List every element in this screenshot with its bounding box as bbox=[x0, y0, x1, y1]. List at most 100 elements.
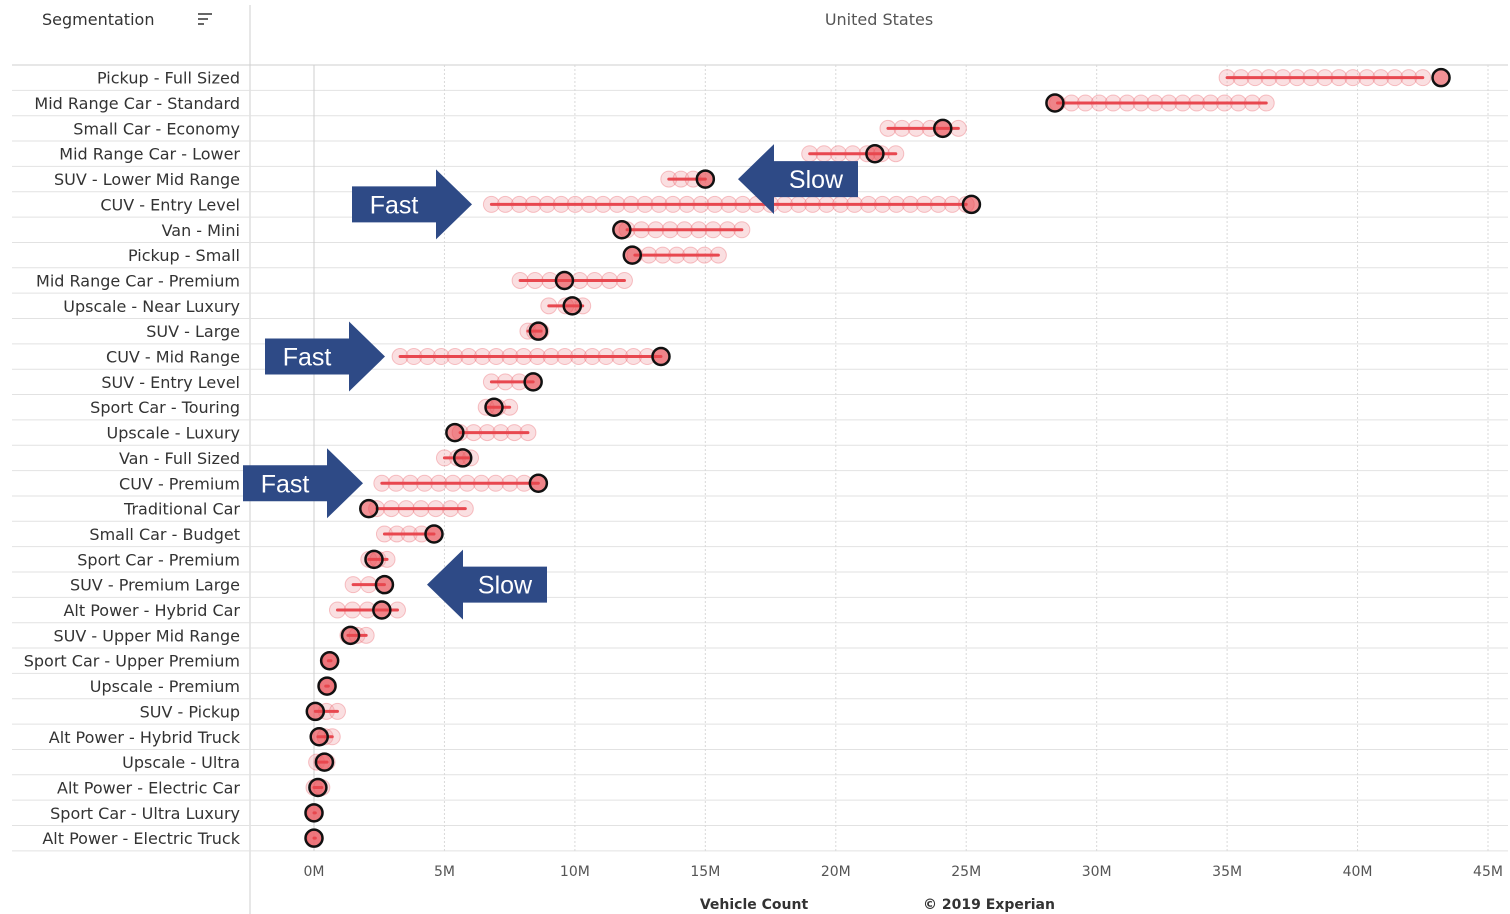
current-marker[interactable] bbox=[961, 194, 982, 215]
trail-point bbox=[580, 195, 598, 213]
trail-point bbox=[832, 195, 850, 213]
current-marker[interactable] bbox=[528, 321, 549, 341]
row-label: Van - Mini bbox=[162, 221, 240, 240]
current-marker[interactable] bbox=[359, 498, 379, 519]
trail-point bbox=[1316, 69, 1334, 87]
current-marker[interactable] bbox=[651, 346, 671, 367]
trail-point bbox=[511, 271, 529, 289]
trail-point bbox=[748, 195, 766, 213]
row-label: Alt Power - Electric Car bbox=[57, 778, 240, 797]
trail-point bbox=[1132, 94, 1150, 112]
current-marker[interactable] bbox=[317, 676, 337, 696]
trail-point bbox=[309, 728, 327, 746]
x-tick-label: 45M bbox=[1473, 864, 1503, 880]
x-tick-label: 30M bbox=[1082, 864, 1112, 880]
current-marker[interactable] bbox=[304, 803, 324, 823]
trail-point bbox=[650, 195, 668, 213]
current-marker[interactable] bbox=[695, 169, 716, 189]
current-marker[interactable] bbox=[932, 118, 953, 139]
trail-point bbox=[638, 348, 656, 366]
trail-point bbox=[611, 348, 629, 366]
trail-point bbox=[540, 297, 558, 315]
current-marker[interactable] bbox=[319, 650, 340, 671]
trail-point bbox=[425, 525, 443, 543]
trail-point bbox=[1218, 69, 1236, 87]
x-axis-title: Vehicle Count bbox=[700, 897, 809, 913]
current-marker[interactable] bbox=[308, 777, 328, 798]
trail-point bbox=[482, 373, 500, 391]
trail-point bbox=[344, 576, 362, 594]
trail-point bbox=[846, 195, 864, 213]
trail-point bbox=[873, 195, 891, 213]
trail-point bbox=[529, 474, 547, 492]
row-label: Small Car - Economy bbox=[73, 119, 240, 138]
current-marker[interactable] bbox=[305, 701, 326, 722]
current-marker[interactable] bbox=[865, 143, 885, 164]
callout-label: Slow bbox=[478, 572, 533, 600]
callout-label: Fast bbox=[261, 470, 310, 498]
trail-point bbox=[556, 271, 574, 289]
trail-point bbox=[1288, 69, 1306, 87]
trail-point bbox=[319, 652, 337, 670]
current-marker[interactable] bbox=[364, 549, 384, 570]
current-marker[interactable] bbox=[1045, 93, 1065, 113]
trail-point bbox=[308, 753, 326, 771]
row-label: SUV - Lower Mid Range bbox=[54, 170, 240, 189]
current-marker[interactable] bbox=[340, 625, 361, 646]
current-marker[interactable] bbox=[612, 220, 632, 240]
current-marker[interactable] bbox=[452, 448, 473, 468]
trail-point bbox=[675, 221, 693, 239]
row-label: CUV - Mid Range bbox=[106, 348, 240, 367]
row-label: Alt Power - Hybrid Truck bbox=[49, 728, 241, 747]
trail-point bbox=[501, 348, 519, 366]
x-tick-label: 5M bbox=[434, 864, 455, 880]
current-marker[interactable] bbox=[528, 473, 549, 494]
trail-point bbox=[373, 474, 391, 492]
trail-point bbox=[451, 424, 469, 442]
current-marker[interactable] bbox=[523, 372, 543, 392]
current-marker[interactable] bbox=[372, 600, 392, 620]
row-label: Upscale - Luxury bbox=[107, 424, 240, 443]
trail-point bbox=[532, 322, 550, 340]
current-marker[interactable] bbox=[554, 270, 575, 291]
trail-point bbox=[1174, 94, 1192, 112]
trail-point bbox=[391, 348, 409, 366]
trail-point bbox=[419, 348, 437, 366]
current-marker[interactable] bbox=[309, 727, 329, 747]
trail-point bbox=[382, 500, 400, 518]
current-marker[interactable] bbox=[374, 574, 395, 595]
trail-point bbox=[319, 677, 337, 695]
current-marker[interactable] bbox=[424, 524, 444, 544]
trail-point bbox=[321, 652, 339, 670]
trail-point bbox=[586, 271, 604, 289]
row-label: SUV - Upper Mid Range bbox=[54, 626, 241, 645]
row-label: Sport Car - Upper Premium bbox=[24, 652, 240, 671]
current-marker[interactable] bbox=[304, 828, 324, 848]
trail-point bbox=[690, 221, 708, 239]
trail-point bbox=[413, 525, 431, 543]
trail-point bbox=[487, 348, 505, 366]
trail-point bbox=[492, 424, 510, 442]
trail-point bbox=[401, 474, 419, 492]
trail-point bbox=[306, 829, 324, 847]
trail-point bbox=[1202, 94, 1220, 112]
trail-point bbox=[360, 576, 378, 594]
current-marker[interactable] bbox=[622, 245, 643, 265]
current-marker[interactable] bbox=[562, 296, 583, 316]
trail-point bbox=[515, 474, 533, 492]
current-marker[interactable] bbox=[314, 752, 335, 772]
trail-point bbox=[1400, 69, 1418, 87]
trail-point bbox=[571, 271, 589, 289]
trail-point bbox=[309, 778, 327, 796]
current-marker[interactable] bbox=[1431, 67, 1451, 88]
trail-point bbox=[647, 221, 665, 239]
current-marker[interactable] bbox=[484, 397, 504, 417]
trail-point bbox=[709, 246, 727, 264]
trail-point bbox=[477, 398, 495, 416]
trail-point bbox=[525, 322, 543, 340]
current-marker[interactable] bbox=[445, 422, 465, 443]
trail-point bbox=[505, 424, 523, 442]
trail-point bbox=[316, 728, 334, 746]
sort-descending-icon[interactable] bbox=[196, 10, 214, 28]
